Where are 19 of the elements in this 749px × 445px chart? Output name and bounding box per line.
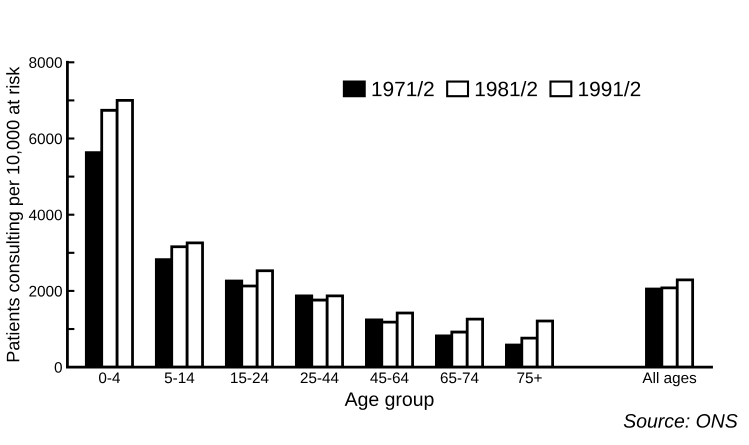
x-tick-label: 15-24 bbox=[231, 372, 269, 384]
source-note: Source: ONS bbox=[624, 414, 738, 428]
y-tick-label: 0 bbox=[54, 362, 62, 373]
x-tick-label: 75+ bbox=[517, 372, 542, 384]
y-tick-label: 4000 bbox=[28, 210, 62, 220]
x-tick-label: 45-64 bbox=[370, 372, 409, 384]
x-tick-label: All ages bbox=[642, 372, 696, 386]
x-tick-label: 65-74 bbox=[440, 372, 479, 384]
legend-label: 1971/2 bbox=[372, 81, 434, 96]
legend-label: 1981/2 bbox=[476, 81, 537, 96]
y-tick-label: 2000 bbox=[29, 286, 62, 297]
x-tick-label: 0-4 bbox=[98, 372, 120, 384]
x-axis-title: Age group bbox=[344, 392, 434, 410]
y-tick-label: 8000 bbox=[29, 57, 62, 68]
y-tick-label: 6000 bbox=[29, 133, 62, 144]
x-tick-label: 5-14 bbox=[164, 372, 194, 384]
y-axis-title: Patients consulting per 10,000 at risk bbox=[6, 66, 24, 362]
legend-label: 1991/2 bbox=[579, 81, 640, 96]
x-tick-label: 25-44 bbox=[300, 372, 339, 384]
